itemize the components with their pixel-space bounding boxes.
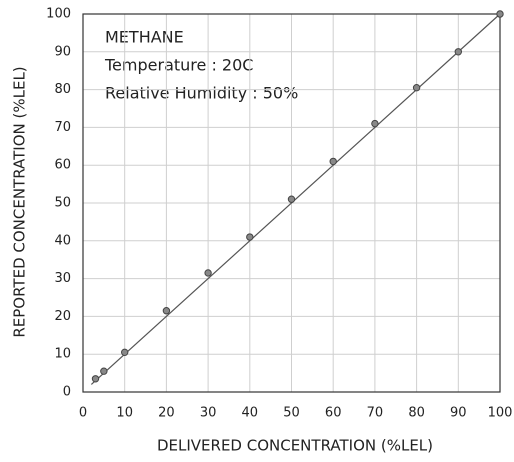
y-tick-label: 20 bbox=[54, 309, 71, 324]
y-tick-label: 70 bbox=[54, 120, 71, 135]
annotation: Temperature : 20C bbox=[104, 56, 253, 75]
y-tick-label: 30 bbox=[54, 271, 71, 286]
y-tick-label: 10 bbox=[54, 347, 71, 362]
y-tick-label: 0 bbox=[63, 385, 71, 400]
y-tick-label: 100 bbox=[46, 7, 71, 22]
y-tick-label: 80 bbox=[54, 82, 71, 97]
x-tick-label: 50 bbox=[283, 406, 300, 421]
x-tick-label: 80 bbox=[408, 406, 425, 421]
y-tick-label: 50 bbox=[54, 196, 71, 211]
x-tick-label: 70 bbox=[367, 406, 384, 421]
point bbox=[162, 307, 171, 315]
point bbox=[412, 84, 421, 92]
annotation: METHANE bbox=[105, 28, 184, 47]
x-tick-label: 90 bbox=[450, 406, 467, 421]
annotation: Relative Humidity : 50% bbox=[105, 84, 298, 103]
x-tick-label: 40 bbox=[242, 406, 259, 421]
point bbox=[121, 348, 129, 357]
point bbox=[371, 119, 379, 128]
point bbox=[329, 157, 337, 166]
point bbox=[204, 269, 212, 277]
y-tick-label: 60 bbox=[54, 158, 71, 173]
x-tick-label: 0 bbox=[79, 406, 87, 421]
x-tick-label: 100 bbox=[488, 406, 513, 421]
x-tick-label: 30 bbox=[200, 406, 217, 421]
point bbox=[454, 48, 462, 56]
x-axis-label: DELIVERED CONCENTRATION (%LEL) bbox=[157, 437, 433, 455]
y-axis-label: REPORTED CONCENTRATION (%LEL) bbox=[11, 66, 29, 337]
y-tick-label: 90 bbox=[54, 44, 71, 59]
line bbox=[90, 13, 501, 385]
x-tick-label: 60 bbox=[325, 406, 342, 421]
x-tick-label: 20 bbox=[158, 406, 175, 421]
y-tick-label: 40 bbox=[54, 233, 71, 248]
point bbox=[91, 375, 100, 383]
plot-frame bbox=[82, 13, 501, 393]
point bbox=[100, 367, 108, 375]
x-tick-label: 10 bbox=[116, 406, 133, 421]
point bbox=[496, 10, 504, 18]
point bbox=[246, 233, 254, 241]
point bbox=[287, 195, 296, 203]
